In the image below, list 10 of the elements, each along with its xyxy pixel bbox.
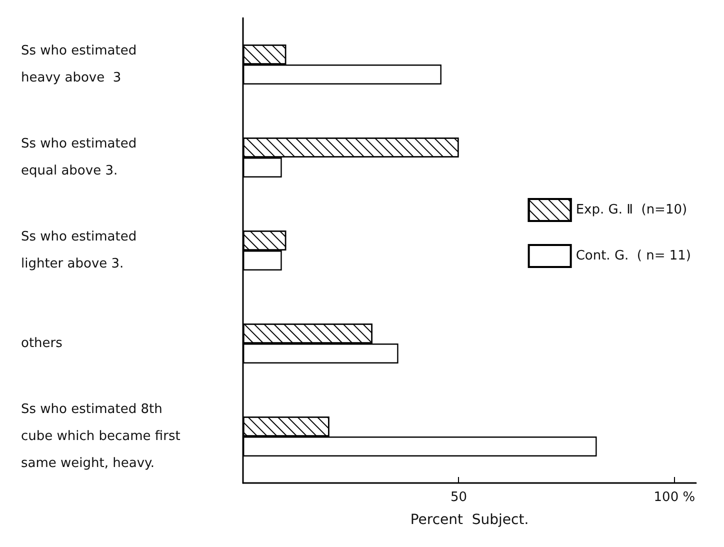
y-tick-label: Ss who estimated heavy above 3 xyxy=(21,44,137,86)
x-axis-title: Percent Subject. xyxy=(410,512,529,528)
legend-label: Exp. G. Ⅱ (n=10) xyxy=(576,202,688,218)
legend-label: Cont. G. ( n= 11) xyxy=(576,248,692,264)
x-tick-label: 100 % xyxy=(654,490,696,505)
y-tick-label: Ss who estimated lighter above 3. xyxy=(21,230,137,272)
y-tick-label: Ss who estimated 8th cube which became first same weight, heavy. xyxy=(21,402,180,471)
y-tick-label: Ss who estimated equal above 3. xyxy=(21,136,137,178)
x-tick-label: 50 xyxy=(450,490,467,505)
y-tick-label: others xyxy=(21,336,63,351)
